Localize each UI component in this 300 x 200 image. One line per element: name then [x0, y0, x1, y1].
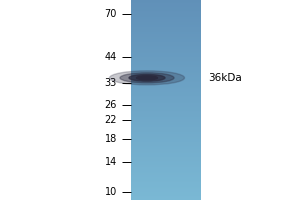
Ellipse shape	[129, 74, 165, 81]
Text: 36kDa: 36kDa	[208, 73, 242, 83]
Text: 14: 14	[105, 157, 117, 167]
Ellipse shape	[110, 71, 184, 85]
Text: 70: 70	[105, 9, 117, 19]
Text: 22: 22	[104, 115, 117, 125]
Ellipse shape	[120, 73, 174, 83]
Text: 26: 26	[105, 100, 117, 110]
Text: 10: 10	[105, 187, 117, 197]
Text: 18: 18	[105, 134, 117, 144]
Text: 44: 44	[105, 52, 117, 62]
Text: 33: 33	[105, 78, 117, 88]
Ellipse shape	[136, 76, 158, 80]
